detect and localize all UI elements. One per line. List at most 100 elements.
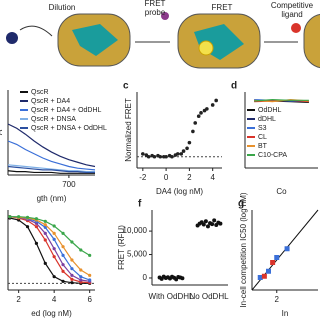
- x-tick-label: 4: [210, 173, 215, 182]
- point: [25, 225, 30, 229]
- point: [266, 268, 271, 274]
- legend-label: QscR: [31, 89, 49, 96]
- point: [61, 253, 65, 257]
- legend-label: QscR + DNSA: [31, 116, 76, 123]
- y-tick-label: 0: [143, 273, 148, 282]
- x-tick-label: No OdDHL: [189, 292, 229, 301]
- y-tick-label: 5,000: [127, 250, 148, 259]
- point: [17, 215, 21, 219]
- cell: [303, 13, 320, 69]
- y-axis-label: Normalized FRET: [124, 98, 133, 162]
- label: FRET: [212, 3, 233, 12]
- y-axis-label: A: [0, 129, 4, 135]
- point: [34, 225, 39, 229]
- point: [61, 263, 65, 267]
- point: [79, 248, 83, 252]
- point: [210, 103, 215, 107]
- x-tick-label: 6: [87, 295, 92, 304]
- panel-label: f: [138, 199, 142, 210]
- series-line: [7, 123, 96, 168]
- point: [34, 217, 39, 221]
- legend-label: BT: [258, 143, 268, 150]
- x-tick-label: -2: [139, 173, 147, 182]
- point: [25, 215, 30, 219]
- point: [70, 281, 74, 285]
- point: [43, 261, 47, 265]
- series-line: [7, 164, 95, 173]
- point: [284, 246, 290, 252]
- legend-label: QscR + DNSA + OdDHL: [31, 125, 107, 132]
- point: [43, 231, 47, 235]
- point: [61, 231, 65, 235]
- point: [205, 224, 210, 229]
- point: [79, 275, 83, 279]
- x-tick-label: 0: [164, 173, 169, 182]
- legend-label: QscR + DA4 + OdDHL: [31, 107, 102, 114]
- point: [179, 152, 184, 156]
- y-axis-label: In-cell competition IC50 (log nM): [239, 192, 248, 307]
- point: [43, 219, 47, 223]
- point: [210, 222, 215, 227]
- label: Competitive: [271, 1, 314, 10]
- x-axis-label: DA4 (log nM): [156, 187, 203, 196]
- x-axis-label: ed (log nM): [31, 309, 72, 318]
- label: Dilution: [49, 3, 76, 12]
- point: [43, 225, 47, 229]
- point: [43, 238, 47, 242]
- point: [79, 278, 83, 282]
- point: [88, 253, 92, 257]
- point: [146, 154, 151, 159]
- legend-label: CL: [258, 134, 267, 141]
- legend-label: C10-CPA: [258, 152, 287, 159]
- point: [8, 215, 12, 219]
- point: [201, 222, 206, 227]
- series-line: [9, 216, 90, 256]
- legend-label: dDHL: [258, 116, 276, 123]
- point: [170, 154, 174, 159]
- x-tick-label: 2: [275, 295, 280, 304]
- point: [196, 114, 201, 119]
- fret-burst: [198, 40, 214, 56]
- x-axis-label: Co: [276, 187, 287, 196]
- point: [164, 154, 168, 159]
- point: [43, 223, 47, 227]
- point: [70, 258, 74, 262]
- point: [175, 152, 180, 156]
- point: [274, 255, 280, 260]
- point: [191, 129, 195, 134]
- point: [212, 218, 217, 223]
- point: [181, 149, 186, 153]
- y-axis-label: FRET (RFU): [117, 225, 126, 270]
- x-tick-label: 2: [187, 173, 192, 182]
- series-line: [7, 140, 96, 171]
- x-tick-label: 4: [52, 295, 57, 304]
- x-tick-label: With OdDHL: [149, 292, 194, 301]
- label: FRET: [145, 0, 166, 8]
- point: [180, 276, 185, 281]
- x-tick-label: 700: [62, 180, 76, 189]
- x-axis-label: gth (nm): [37, 194, 67, 203]
- panel-label: d: [231, 81, 237, 92]
- point: [88, 278, 92, 282]
- probe: [161, 12, 169, 20]
- point: [34, 241, 39, 245]
- point: [88, 273, 92, 277]
- label: probe: [145, 8, 166, 17]
- point: [70, 277, 74, 281]
- nucleoid: [72, 24, 118, 56]
- ligand: [291, 23, 301, 33]
- point: [52, 231, 56, 235]
- x-tick-label: 2: [16, 295, 21, 304]
- point: [70, 273, 74, 277]
- point: [193, 121, 198, 125]
- arrow: [19, 25, 53, 37]
- point: [61, 269, 65, 273]
- legend-label: OdDHL: [258, 107, 281, 114]
- point: [203, 219, 208, 224]
- point: [52, 247, 56, 251]
- point: [141, 152, 145, 156]
- point: [261, 273, 267, 279]
- series-line: [7, 170, 95, 174]
- series-line: [9, 217, 90, 284]
